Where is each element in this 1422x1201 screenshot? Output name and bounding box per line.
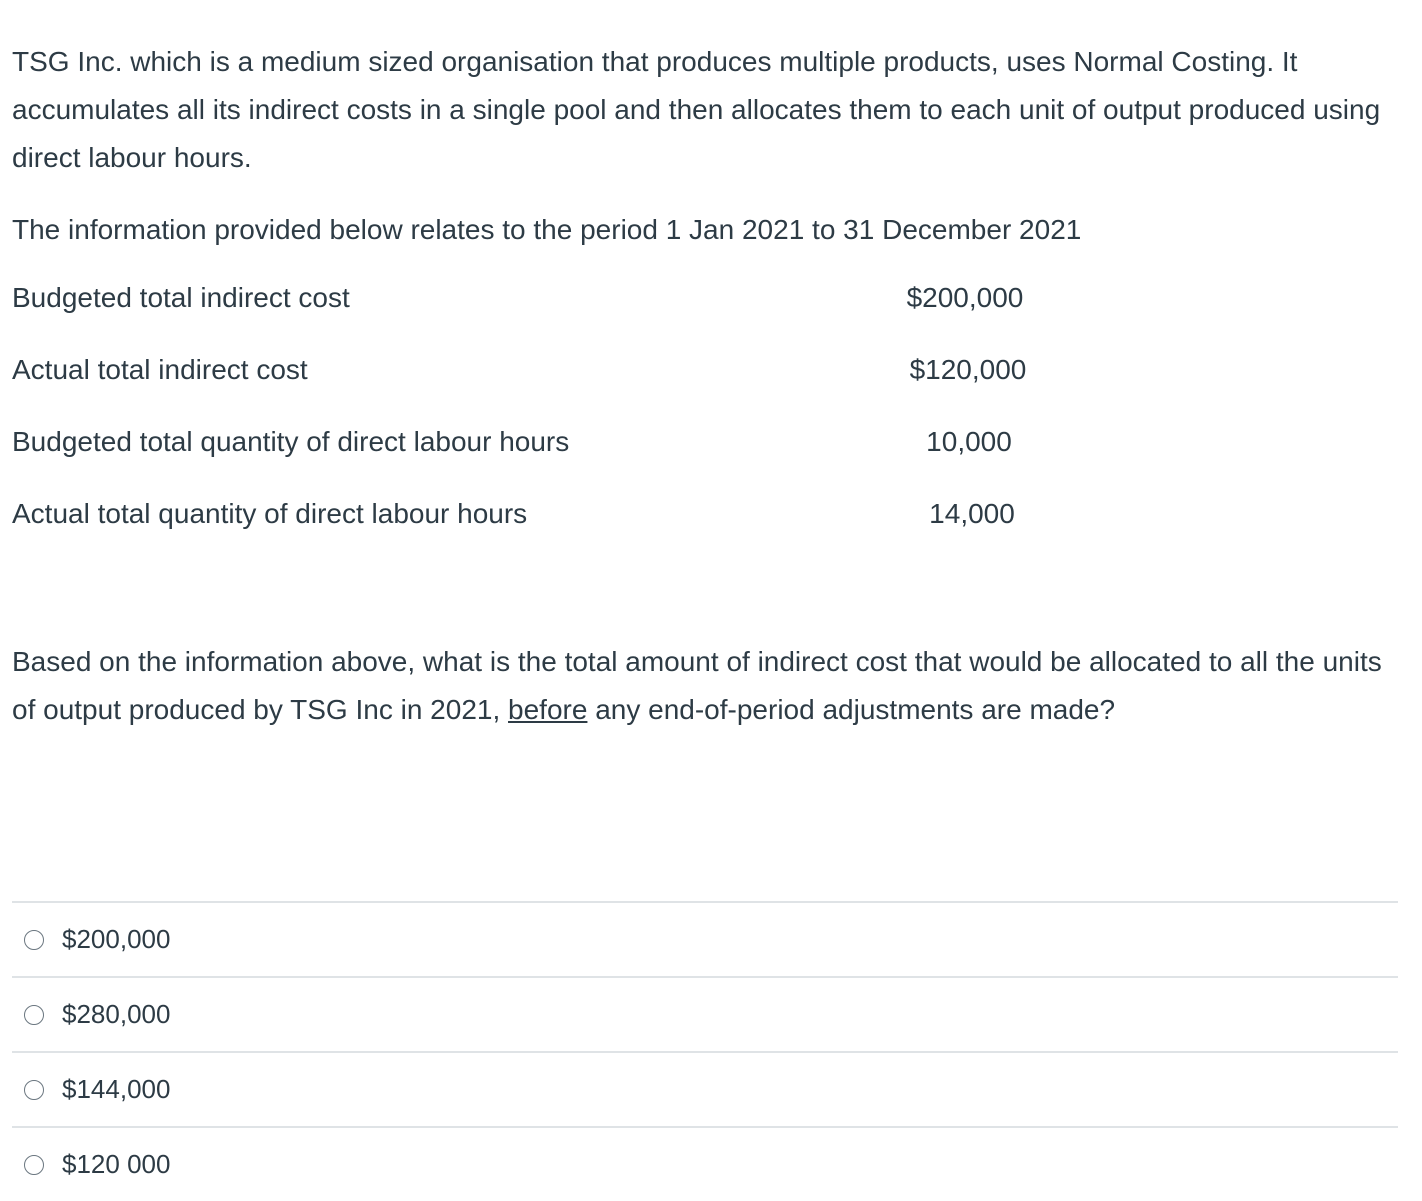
data-row: Actual total quantity of direct labour h… (12, 494, 1112, 534)
question-intro: TSG Inc. which is a medium sized organis… (12, 46, 1381, 173)
answer-label: $280,000 (62, 999, 171, 1029)
data-label: Actual total indirect cost (12, 354, 308, 385)
data-row: Budgeted total indirect cost $200,000 (12, 278, 1112, 318)
prompt-emphasis: before (508, 694, 588, 725)
question-period: The information provided below relates t… (12, 214, 1082, 245)
radio-button[interactable] (24, 1154, 44, 1175)
answer-label: $120 000 (62, 1149, 171, 1179)
question-body: TSG Inc. which is a medium sized organis… (12, 38, 1402, 725)
data-label: Budgeted total quantity of direct labour… (12, 426, 570, 457)
radio-button[interactable] (24, 1004, 44, 1025)
data-value: $200,000 (906, 282, 1024, 313)
prompt-text: Based on the information above, what is … (12, 646, 1382, 725)
data-label: Budgeted total indirect cost (12, 282, 350, 313)
data-row: Actual total indirect cost $120,000 (12, 350, 1112, 390)
data-value: 14,000 (929, 498, 1015, 529)
answer-option[interactable]: $200,000 (12, 901, 1398, 976)
answer-option[interactable]: $280,000 (12, 976, 1398, 1051)
answer-label: $200,000 (62, 924, 171, 954)
data-value: $120,000 (909, 354, 1027, 385)
answer-option[interactable]: $120 000 (12, 1126, 1398, 1201)
data-label: Actual total quantity of direct labour h… (12, 498, 528, 529)
answer-option[interactable]: $144,000 (12, 1051, 1398, 1126)
question-prompt: Based on the information above, what is … (12, 638, 1402, 734)
radio-button[interactable] (24, 1079, 44, 1100)
prompt-text-end: any end-of-period adjustments are made? (587, 694, 1116, 725)
data-row: Budgeted total quantity of direct labour… (12, 422, 1112, 462)
data-value: 10,000 (926, 426, 1012, 457)
answer-label: $144,000 (62, 1074, 171, 1104)
radio-button[interactable] (24, 929, 44, 950)
answer-list: $200,000 $280,000 $144,000 $120 000 (12, 901, 1398, 1201)
